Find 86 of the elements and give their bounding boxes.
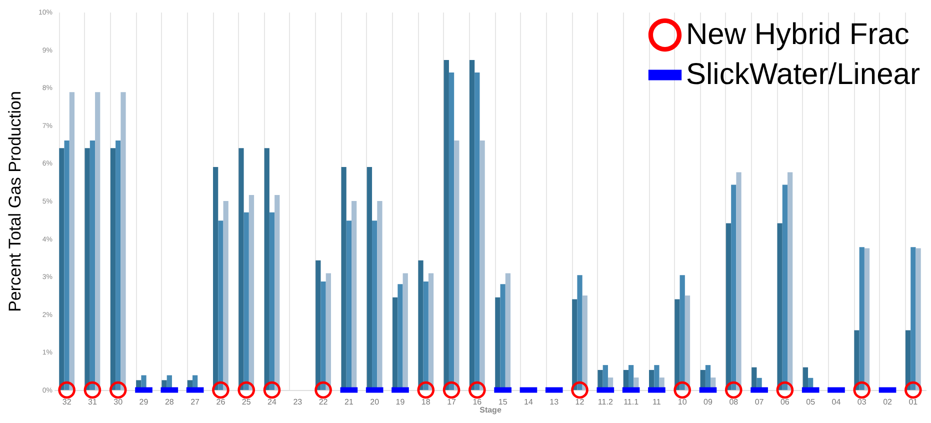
legend-label: SlickWater/Linear (686, 58, 920, 91)
bar (110, 148, 116, 390)
x-tick-label: 24 (268, 398, 277, 406)
bar (223, 201, 228, 390)
x-tick-label: 13 (550, 398, 560, 406)
bar (59, 148, 64, 390)
bar (316, 260, 321, 390)
x-tick-label: 26 (216, 398, 226, 406)
bar (905, 330, 911, 390)
bar (859, 247, 864, 390)
bar (238, 148, 244, 390)
bar (864, 248, 870, 390)
bar (448, 72, 454, 390)
x-tick-label: 10 (678, 398, 688, 406)
bar (726, 223, 732, 390)
bar (469, 60, 475, 390)
x-tick-label: 04 (832, 398, 842, 406)
legend-label: New Hybrid Frac (686, 18, 910, 51)
x-tick-label: 07 (754, 398, 764, 406)
bar (444, 60, 449, 390)
bar (788, 172, 793, 390)
x-tick-label: 25 (242, 398, 252, 406)
bar (90, 140, 96, 390)
x-tick-label: 16 (472, 398, 482, 406)
bar (684, 296, 690, 390)
bar (244, 212, 249, 390)
bar (69, 92, 75, 390)
bar (480, 140, 485, 390)
x-tick-label: 20 (370, 398, 380, 406)
bar (582, 296, 588, 390)
y-axis-title: Percent Total Gas Production (5, 91, 24, 312)
x-tick-label: 22 (318, 398, 328, 406)
x-tick-label: 27 (190, 398, 200, 406)
x-tick-label: 01 (908, 398, 918, 406)
x-tick-label: 02 (883, 398, 893, 406)
bar (64, 140, 70, 390)
x-tick-label: 17 (447, 398, 457, 406)
x-tick-label: 12 (575, 398, 585, 406)
bar (674, 299, 680, 390)
x-tick-label: 21 (344, 398, 354, 406)
x-tick-label: 05 (806, 398, 816, 406)
bar (910, 247, 916, 390)
bar (326, 273, 331, 390)
bar (731, 184, 736, 390)
x-tick-label: 15 (498, 398, 508, 406)
bar (218, 220, 224, 390)
bar (320, 282, 326, 390)
bar (680, 275, 685, 390)
x-tick-label: 28 (164, 398, 174, 406)
bar (120, 92, 126, 390)
x-tick-label: 23 (293, 398, 303, 406)
x-axis-title: Stage (480, 406, 502, 414)
x-tick-label: 08 (729, 398, 739, 406)
x-tick-label: 09 (704, 398, 713, 406)
bar (213, 166, 218, 390)
bar (428, 273, 434, 390)
x-tick-label: 11.2 (598, 398, 614, 406)
x-tick-label: 14 (524, 398, 534, 406)
bar (248, 194, 254, 390)
bar (736, 172, 742, 390)
x-tick-label: 31 (88, 398, 98, 406)
bar (572, 299, 578, 390)
x-tick-label: 03 (857, 398, 867, 406)
bar (274, 194, 280, 390)
bar (116, 140, 121, 390)
bar (474, 72, 480, 390)
bar (95, 92, 100, 390)
bar (577, 275, 582, 390)
bar (916, 248, 921, 390)
bar (454, 140, 460, 390)
bar (418, 260, 424, 390)
x-tick-label: 11 (652, 398, 662, 406)
x-tick-label: 19 (396, 398, 406, 406)
bar (777, 223, 782, 390)
bar (423, 282, 428, 390)
x-tick-label: 18 (421, 398, 431, 406)
x-tick-label: 30 (114, 398, 124, 406)
x-tick-label: 06 (780, 398, 790, 406)
bar (854, 330, 860, 390)
x-tick-label: 32 (62, 398, 72, 406)
x-tick-label: 11.1 (624, 398, 640, 406)
bar (264, 148, 270, 390)
bar (782, 184, 788, 390)
bar (269, 212, 275, 390)
x-tick-label: 29 (139, 398, 149, 406)
bar (84, 148, 90, 390)
